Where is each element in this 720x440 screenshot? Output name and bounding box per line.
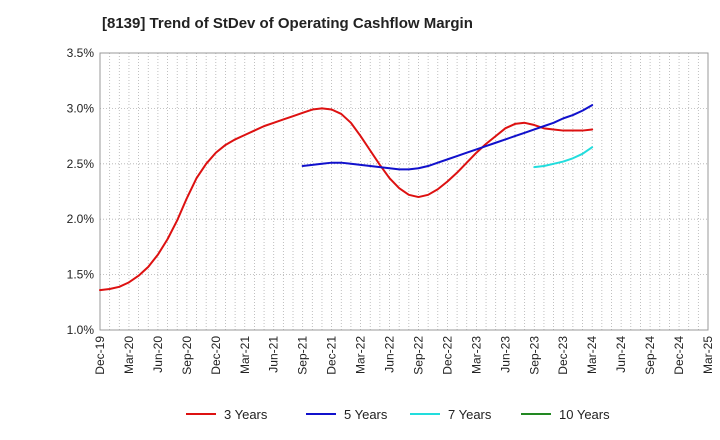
x-tick-label: Mar-23	[469, 336, 483, 374]
x-tick-label: Mar-20	[122, 336, 136, 374]
y-tick-label: 2.5%	[67, 157, 95, 171]
x-tick-label: Mar-24	[585, 336, 599, 374]
series-lines	[99, 104, 594, 292]
series-line	[301, 104, 594, 171]
legend-item: 7 Years	[410, 407, 492, 422]
x-tick-label: Jun-24	[614, 336, 628, 373]
legend-item: 10 Years	[521, 407, 610, 422]
series-line	[533, 146, 594, 169]
y-tick-label: 3.5%	[67, 46, 95, 60]
x-tick-label: Jun-22	[383, 336, 397, 373]
legend-item: 5 Years	[306, 407, 388, 422]
y-tick-label: 1.0%	[67, 323, 95, 337]
y-tick-label: 3.0%	[67, 101, 95, 115]
x-tick-label: Dec-22	[440, 336, 454, 375]
legend-label: 5 Years	[344, 407, 388, 422]
x-tick-label: Sep-24	[643, 336, 657, 375]
y-tick-label: 2.0%	[67, 212, 95, 226]
x-tick-label: Jun-20	[151, 336, 165, 373]
series-line	[99, 107, 594, 292]
x-tick-label: Sep-22	[411, 336, 425, 375]
plot-area-frame	[99, 52, 709, 331]
x-tick-label: Dec-24	[672, 336, 686, 375]
legend: 3 Years 5 Years 7 Years 10 Years	[186, 407, 610, 422]
x-tick-label: Dec-19	[93, 336, 107, 375]
x-tick-label: Mar-22	[354, 336, 368, 374]
chart-title: [8139] Trend of StDev of Operating Cashf…	[102, 15, 473, 32]
y-axis-ticks: 1.0% 1.5% 2.0% 2.5% 3.0% 3.5%	[67, 46, 95, 337]
legend-label: 10 Years	[559, 407, 610, 422]
legend-label: 3 Years	[224, 407, 268, 422]
legend-label: 7 Years	[448, 407, 492, 422]
y-tick-label: 1.5%	[67, 268, 95, 282]
x-tick-label: Jun-23	[498, 336, 512, 373]
legend-item: 3 Years	[186, 407, 268, 422]
x-tick-label: Dec-21	[325, 336, 339, 375]
x-tick-label: Sep-23	[527, 336, 541, 375]
x-axis-ticks: Dec-19 Mar-20 Jun-20 Sep-20 Dec-20 Mar-21 Jun-…	[93, 336, 715, 375]
x-tick-label: Dec-20	[209, 336, 223, 375]
x-tick-label: Dec-23	[556, 336, 570, 375]
x-tick-label: Sep-21	[296, 336, 310, 375]
grid	[100, 52, 708, 331]
x-tick-label: Mar-21	[238, 336, 252, 374]
x-tick-label: Sep-20	[180, 336, 194, 375]
x-tick-label: Jun-21	[267, 336, 281, 373]
x-tick-label: Mar-25	[701, 336, 715, 374]
